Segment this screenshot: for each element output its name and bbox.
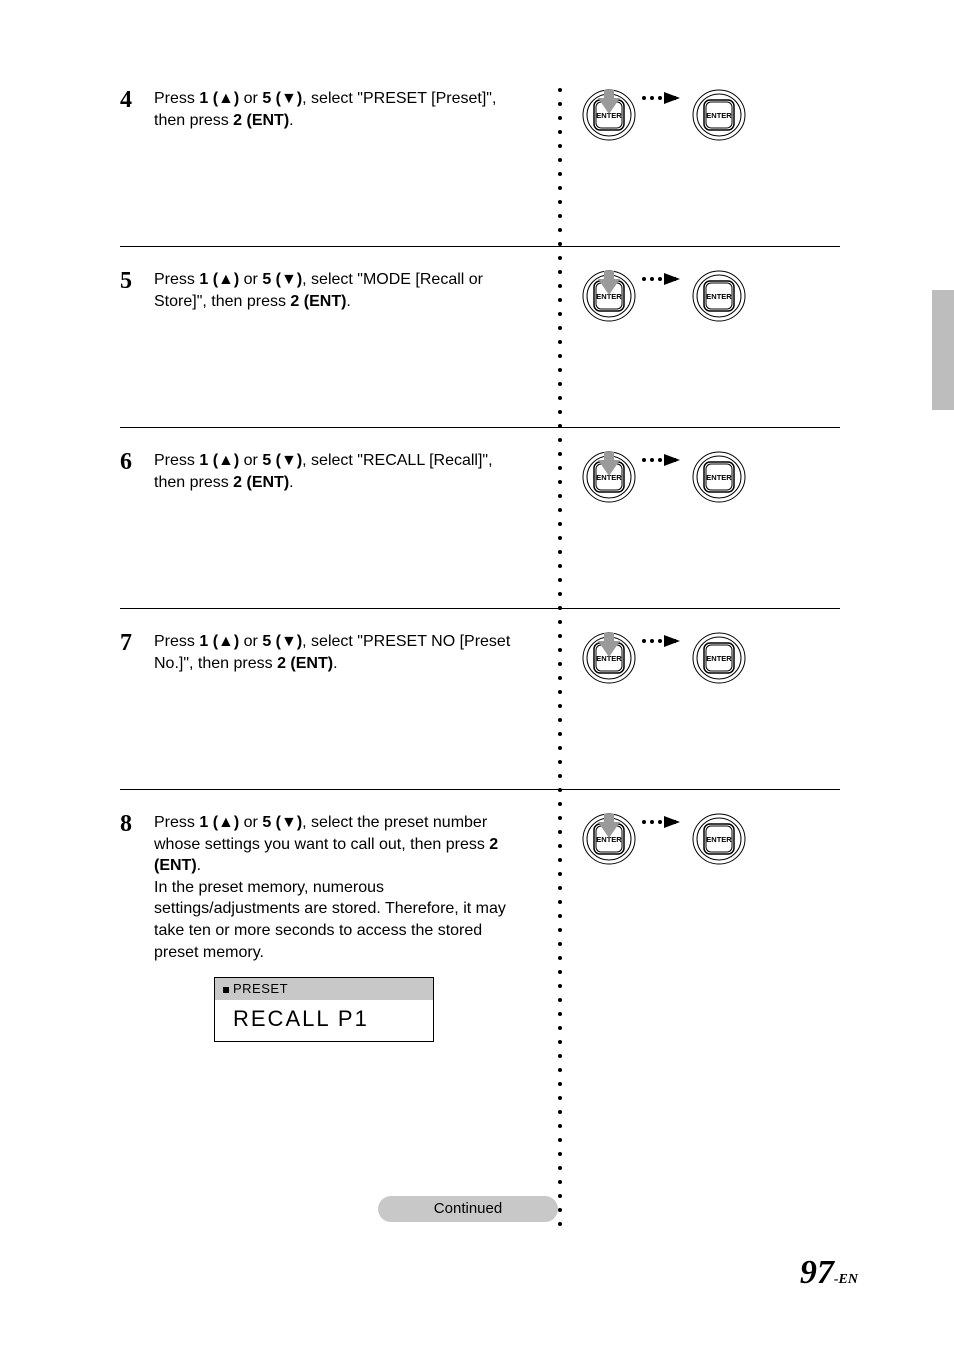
down-arrow-icon: [594, 269, 624, 297]
page-number-suffix: -EN: [834, 1272, 858, 1287]
step-note: In the preset memory, numerous settings/…: [154, 877, 518, 963]
step-body: Press 1 (▲) or 5 (▼), select "MODE [Reca…: [154, 269, 518, 399]
down-arrow-icon: [594, 450, 624, 478]
continued-pill: Continued: [378, 1196, 558, 1222]
right-arrow-icon: [640, 450, 684, 470]
step-diagram: ENTER ENTER: [574, 812, 784, 942]
svg-text:ENTER: ENTER: [706, 292, 732, 301]
instruction-step: 8 Press 1 (▲) or 5 (▼), select the prese…: [120, 789, 840, 1070]
instruction-step: 5 Press 1 (▲) or 5 (▼), select "MODE [Re…: [120, 246, 840, 427]
lcd-main-text: RECALL P1: [215, 1000, 433, 1042]
right-arrow-icon: [640, 812, 684, 832]
step-number: 8: [120, 812, 154, 1042]
side-tab: [932, 290, 954, 410]
right-arrow-icon: [640, 88, 684, 108]
down-arrow-icon: [594, 812, 624, 840]
step-number: 7: [120, 631, 154, 761]
down-arrow-icon: [594, 88, 624, 116]
enter-button-right: ENTER: [692, 88, 746, 142]
right-arrow-icon: [640, 269, 684, 289]
instruction-step: 7 Press 1 (▲) or 5 (▼), select "PRESET N…: [120, 608, 840, 789]
svg-text:ENTER: ENTER: [706, 654, 732, 663]
down-arrow-icon: [594, 631, 624, 659]
enter-button-right: ENTER: [692, 269, 746, 323]
step-number: 6: [120, 450, 154, 580]
step-diagram: ENTER ENTER: [574, 88, 784, 218]
lcd-display: PRESET RECALL P1: [214, 977, 434, 1042]
lcd-header-text: PRESET: [233, 981, 288, 996]
page-number: 97-EN: [800, 1254, 858, 1292]
svg-text:ENTER: ENTER: [706, 473, 732, 482]
lcd-header: PRESET: [215, 978, 433, 1000]
step-diagram: ENTER ENTER: [574, 631, 784, 761]
step-body: Press 1 (▲) or 5 (▼), select "PRESET NO …: [154, 631, 518, 761]
enter-button-right: ENTER: [692, 631, 746, 685]
svg-text:ENTER: ENTER: [706, 111, 732, 120]
svg-text:ENTER: ENTER: [706, 835, 732, 844]
step-number: 5: [120, 269, 154, 399]
step-number: 4: [120, 88, 154, 218]
enter-button-right: ENTER: [692, 812, 746, 866]
right-arrow-icon: [640, 631, 684, 651]
instruction-step: 4 Press 1 (▲) or 5 (▼), select "PRESET […: [120, 88, 840, 246]
step-diagram: ENTER ENTER: [574, 450, 784, 580]
instruction-step: 6 Press 1 (▲) or 5 (▼), select "RECALL […: [120, 427, 840, 608]
page-number-value: 97: [800, 1254, 834, 1291]
step-body: Press 1 (▲) or 5 (▼), select "PRESET [Pr…: [154, 88, 518, 218]
enter-button-right: ENTER: [692, 450, 746, 504]
step-body: Press 1 (▲) or 5 (▼), select the preset …: [154, 812, 518, 1042]
step-diagram: ENTER ENTER: [574, 269, 784, 399]
step-body: Press 1 (▲) or 5 (▼), select "RECALL [Re…: [154, 450, 518, 580]
